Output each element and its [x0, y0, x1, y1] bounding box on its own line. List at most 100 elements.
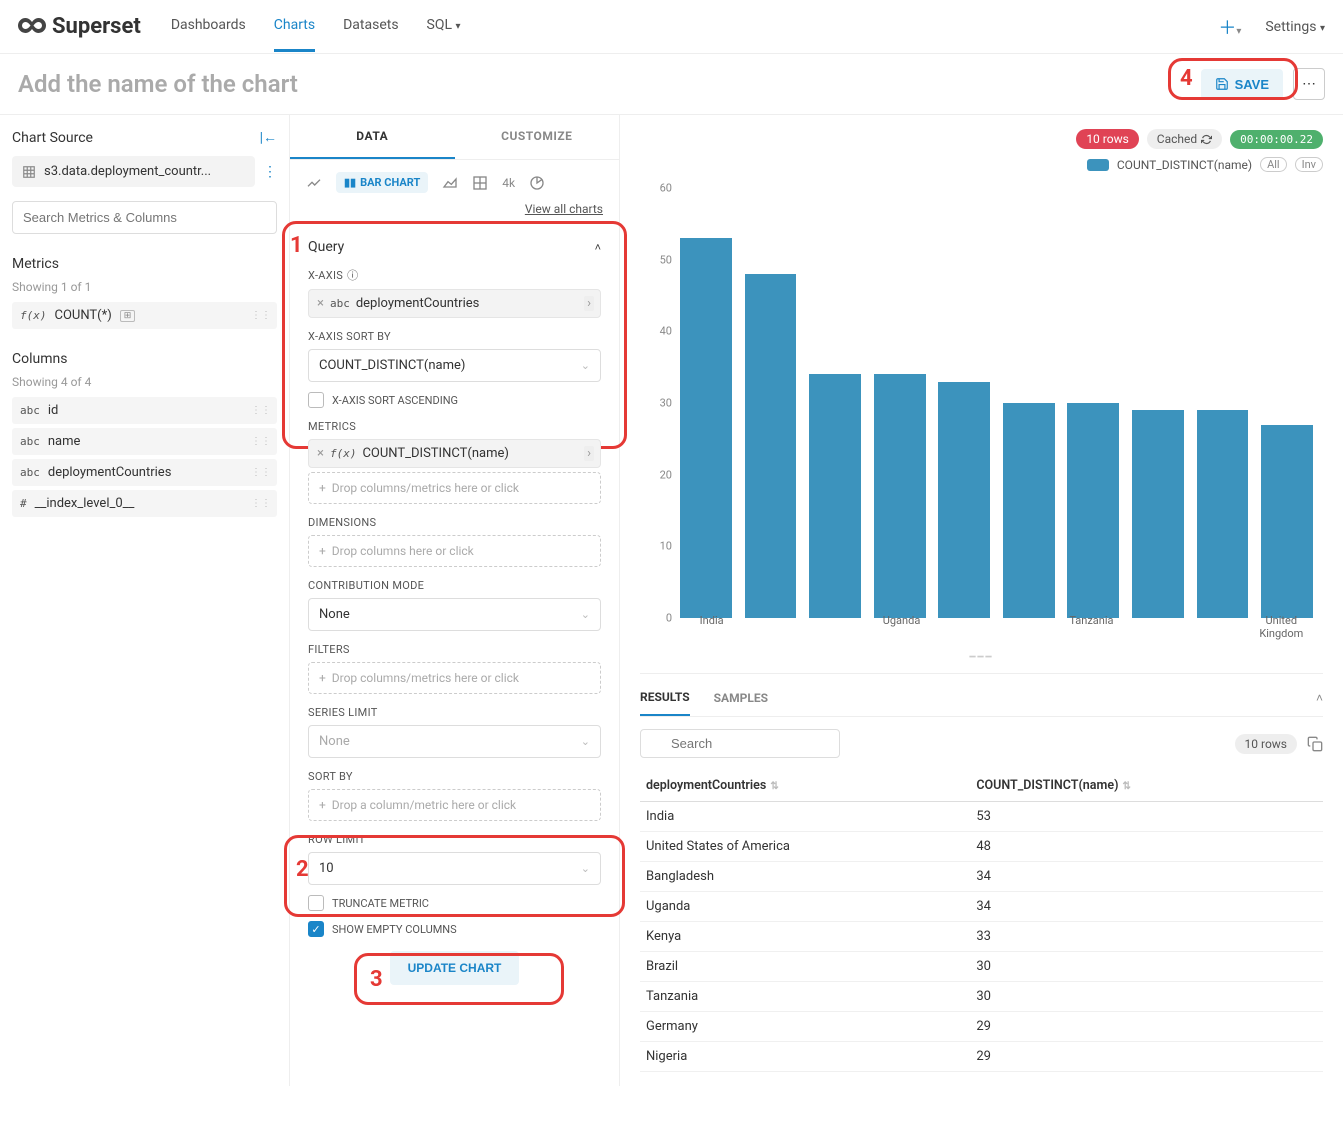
chart-bar[interactable] — [938, 382, 990, 619]
legend-all[interactable]: All — [1260, 157, 1287, 172]
main: Chart Source |← s3.data.deployment_count… — [0, 115, 1343, 1086]
rowlimit-select[interactable]: 10 ⌄ — [308, 852, 601, 885]
save-button[interactable]: SAVE — [1201, 69, 1283, 100]
remove-icon[interactable]: × — [317, 296, 324, 311]
metric-item[interactable]: f(x) COUNT(*) ⊞⋮⋮ — [12, 302, 277, 329]
time-badge: 00:00:00.22 — [1230, 130, 1323, 149]
rowlimit-label: ROW LIMIT — [308, 833, 601, 846]
chevron-right-icon[interactable]: › — [584, 296, 594, 311]
nav-right: ＋▾ Settings ▾ — [1218, 14, 1325, 40]
viz-bar-chart[interactable]: ▮▮BAR CHART — [336, 172, 428, 193]
remove-icon[interactable]: × — [317, 446, 324, 461]
column-item[interactable]: abc deploymentCountries⋮⋮ — [12, 459, 277, 486]
series-limit-select[interactable]: None ⌄ — [308, 725, 601, 758]
metrics-heading: Metrics — [12, 256, 277, 272]
chart-legend: COUNT_DISTINCT(name) All Inv — [640, 157, 1323, 172]
table-row: Bangladesh34 — [640, 862, 1323, 892]
sortby-dropzone[interactable]: + Drop a column/metric here or click — [308, 789, 601, 821]
nav-charts[interactable]: Charts — [274, 1, 315, 52]
results-search-input[interactable] — [640, 729, 840, 758]
chart-title-input[interactable]: Add the name of the chart — [18, 70, 298, 98]
viz-selector: ▮▮BAR CHART 4k — [290, 160, 619, 197]
tab-samples[interactable]: SAMPLES — [714, 681, 768, 715]
tab-data[interactable]: DATA — [290, 115, 455, 159]
column-item[interactable]: abc name⋮⋮ — [12, 428, 277, 455]
x-axis-label — [743, 614, 806, 640]
brand-text: Superset — [52, 14, 141, 39]
chevron-down-icon: ⌄ — [581, 359, 590, 372]
filters-dropzone[interactable]: + Drop columns/metrics here or click — [308, 662, 601, 694]
dataset-pill[interactable]: s3.data.deployment_countr... — [12, 156, 255, 187]
sort-ascending-checkbox[interactable]: X-AXIS SORT ASCENDING — [308, 392, 601, 408]
chart-bar[interactable] — [680, 238, 732, 618]
line-chart-icon[interactable] — [306, 175, 322, 191]
x-axis-label: Uganda — [870, 614, 933, 640]
copy-icon[interactable] — [1307, 736, 1323, 752]
chevron-right-icon[interactable]: › — [584, 446, 594, 461]
truncate-metric-checkbox[interactable]: TRUNCATE METRIC — [308, 895, 601, 911]
chart-bar[interactable] — [745, 274, 797, 618]
query-section-header[interactable]: Query ˄ — [308, 239, 601, 255]
cached-badge[interactable]: Cached — [1147, 129, 1222, 149]
table-row: Kenya33 — [640, 922, 1323, 952]
update-chart-button[interactable]: UPDATE CHART — [390, 951, 520, 985]
contribution-select[interactable]: None ⌄ — [308, 598, 601, 631]
results-col2[interactable]: COUNT_DISTINCT(name)⇅ — [970, 770, 1323, 802]
tab-results[interactable]: RESULTS — [640, 680, 690, 716]
xaxis-sortby-select[interactable]: COUNT_DISTINCT(name) ⌄ — [308, 349, 601, 382]
add-button[interactable]: ＋▾ — [1218, 14, 1241, 40]
chart-bar[interactable] — [874, 374, 926, 618]
status-badges: 10 rows Cached 00:00:00.22 — [640, 129, 1323, 149]
x-axis-label: United Kingdom — [1250, 614, 1313, 640]
chart-bar[interactable] — [809, 374, 861, 618]
column-item[interactable]: abc id⋮⋮ — [12, 397, 277, 424]
chevron-down-icon: ⌄ — [581, 608, 590, 621]
sortby-label: SORT BY — [308, 770, 601, 783]
metrics-dropzone[interactable]: + Drop columns/metrics here or click — [308, 472, 601, 504]
legend-swatch — [1087, 159, 1109, 171]
results-panel: RESULTS SAMPLES ˄ 10 rows deploymentCoun… — [640, 673, 1323, 1072]
sort-icon: ⇅ — [1122, 781, 1130, 792]
annotation-1: 1 — [290, 233, 303, 258]
column-item[interactable]: # __index_level_0__⋮⋮ — [12, 490, 277, 517]
collapse-icon[interactable]: |← — [260, 129, 277, 146]
x-axis-label: India — [680, 614, 743, 640]
table-row: India53 — [640, 802, 1323, 832]
nav-settings[interactable]: Settings ▾ — [1265, 19, 1325, 35]
dimensions-dropzone[interactable]: + Drop columns here or click — [308, 535, 601, 567]
metrics-pill[interactable]: × f(x) COUNT_DISTINCT(name) › — [308, 439, 601, 468]
table-icon[interactable] — [472, 175, 488, 191]
chevron-down-icon: ▾ — [456, 21, 461, 32]
nav-sql[interactable]: SQL ▾ — [427, 1, 461, 52]
top-nav: Superset Dashboards Charts Datasets SQL … — [0, 0, 1343, 54]
area-chart-icon[interactable] — [442, 175, 458, 191]
chart-bar[interactable] — [1132, 410, 1184, 618]
pie-chart-icon[interactable] — [529, 175, 545, 191]
chart-bar[interactable] — [1197, 410, 1249, 618]
results-col1[interactable]: deploymentCountries⇅ — [640, 770, 970, 802]
big-number-icon[interactable]: 4k — [502, 176, 515, 190]
table-row: Nigeria29 — [640, 1042, 1323, 1072]
columns-count: Showing 4 of 4 — [12, 375, 277, 389]
brand-logo[interactable]: Superset — [18, 14, 141, 39]
chevron-down-icon: ⌄ — [581, 735, 590, 748]
legend-inv[interactable]: Inv — [1295, 157, 1323, 172]
table-row: Tanzania30 — [640, 982, 1323, 1012]
x-axis-label — [1186, 614, 1249, 640]
more-button[interactable]: ⋯ — [1293, 68, 1325, 100]
dataset-menu-icon[interactable]: ⋮ — [263, 164, 277, 180]
view-all-charts-link[interactable]: View all charts — [525, 202, 603, 216]
nav-dashboards[interactable]: Dashboards — [171, 1, 246, 52]
chevron-up-icon[interactable]: ˄ — [1316, 691, 1323, 705]
tab-customize[interactable]: CUSTOMIZE — [455, 115, 620, 159]
checkbox-icon — [308, 895, 324, 911]
chart-bar[interactable] — [1067, 403, 1119, 618]
xaxis-pill[interactable]: × abc deploymentCountries › — [308, 289, 601, 318]
resize-handle[interactable]: ━━━ — [640, 652, 1323, 663]
chevron-down-icon: ⌄ — [581, 862, 590, 875]
nav-datasets[interactable]: Datasets — [343, 1, 398, 52]
search-metrics-input[interactable] — [12, 201, 277, 234]
chart-bar[interactable] — [1003, 403, 1055, 618]
chart-bar[interactable] — [1261, 425, 1313, 619]
show-empty-checkbox[interactable]: ✓ SHOW EMPTY COLUMNS — [308, 921, 601, 937]
